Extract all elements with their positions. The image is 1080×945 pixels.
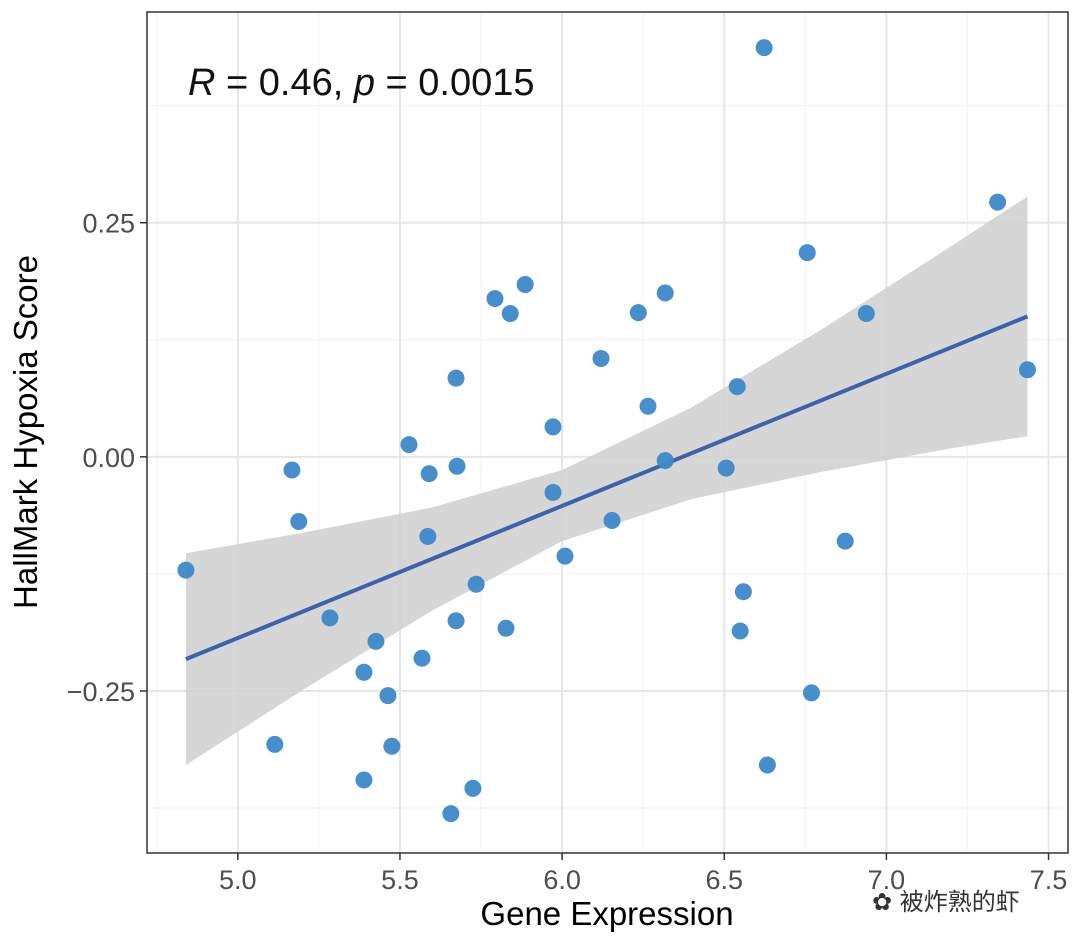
confidence-band [185,196,1028,765]
data-point [467,575,485,593]
y-tick-label: 0.25 [82,209,135,239]
data-point [592,350,610,368]
data-point [442,805,460,823]
data-point [758,756,776,774]
x-tick-label: 5.5 [381,865,419,895]
data-point [639,397,657,415]
data-point [857,305,875,323]
data-point [419,527,437,545]
y-axis: 0.25 0.00 −0.25 [67,209,147,707]
data-point [383,737,401,755]
data-point [379,687,397,705]
x-tick-label: 5.0 [219,865,257,895]
data-point [355,771,373,789]
data-point [516,276,534,294]
r-value: = 0.46, [215,62,353,104]
data-point [728,378,746,396]
data-point [656,452,674,470]
data-point [266,735,284,753]
wechat-icon: ✿ [872,888,900,916]
data-point [755,39,773,57]
data-point [656,284,674,302]
data-point [367,632,385,650]
y-axis-title: HallMark Hypoxia Score [7,255,44,609]
data-point [321,609,339,627]
data-point [836,532,854,550]
x-axis-title: Gene Expression [480,895,733,932]
data-point [1018,361,1036,379]
data-point [501,305,519,323]
r-label: R [188,62,215,104]
data-point [544,483,562,501]
p-label: p [353,62,375,104]
data-point [448,457,466,475]
p-value: = 0.0015 [375,62,535,104]
data-point [544,418,562,436]
data-point [447,612,465,630]
regression-line [185,314,1029,661]
data-points [177,39,1036,823]
data-point [447,369,465,387]
data-point [283,461,301,479]
x-tick-label: 7.0 [868,865,906,895]
data-point [734,583,752,601]
data-point [413,649,431,667]
data-point [717,459,735,477]
x-tick-label: 6.5 [705,865,743,895]
y-tick-label: 0.00 [82,443,135,473]
y-tick-label: −0.25 [67,677,135,707]
data-point [556,547,574,565]
data-point [629,304,647,322]
correlation-annotation: R = 0.46, p = 0.0015 [188,62,535,104]
data-point [464,779,482,797]
data-point [420,465,438,483]
data-point [798,244,816,262]
data-point [400,436,418,454]
data-point [177,561,195,579]
x-tick-label: 7.5 [1030,865,1068,895]
data-point [989,193,1007,211]
panel-border [146,11,1069,854]
data-point [290,512,308,530]
watermark-text: 被炸熟的虾 [899,888,1020,916]
watermark: ✿ 被炸熟的虾 [872,882,1020,917]
data-point [355,663,373,681]
data-point [603,512,621,530]
data-point [802,684,820,702]
data-point [486,290,504,308]
data-point [497,619,515,637]
x-tick-label: 6.0 [543,865,581,895]
x-axis: 5.0 5.5 6.0 6.5 7.0 7.5 [219,853,1067,895]
data-point [731,622,749,640]
